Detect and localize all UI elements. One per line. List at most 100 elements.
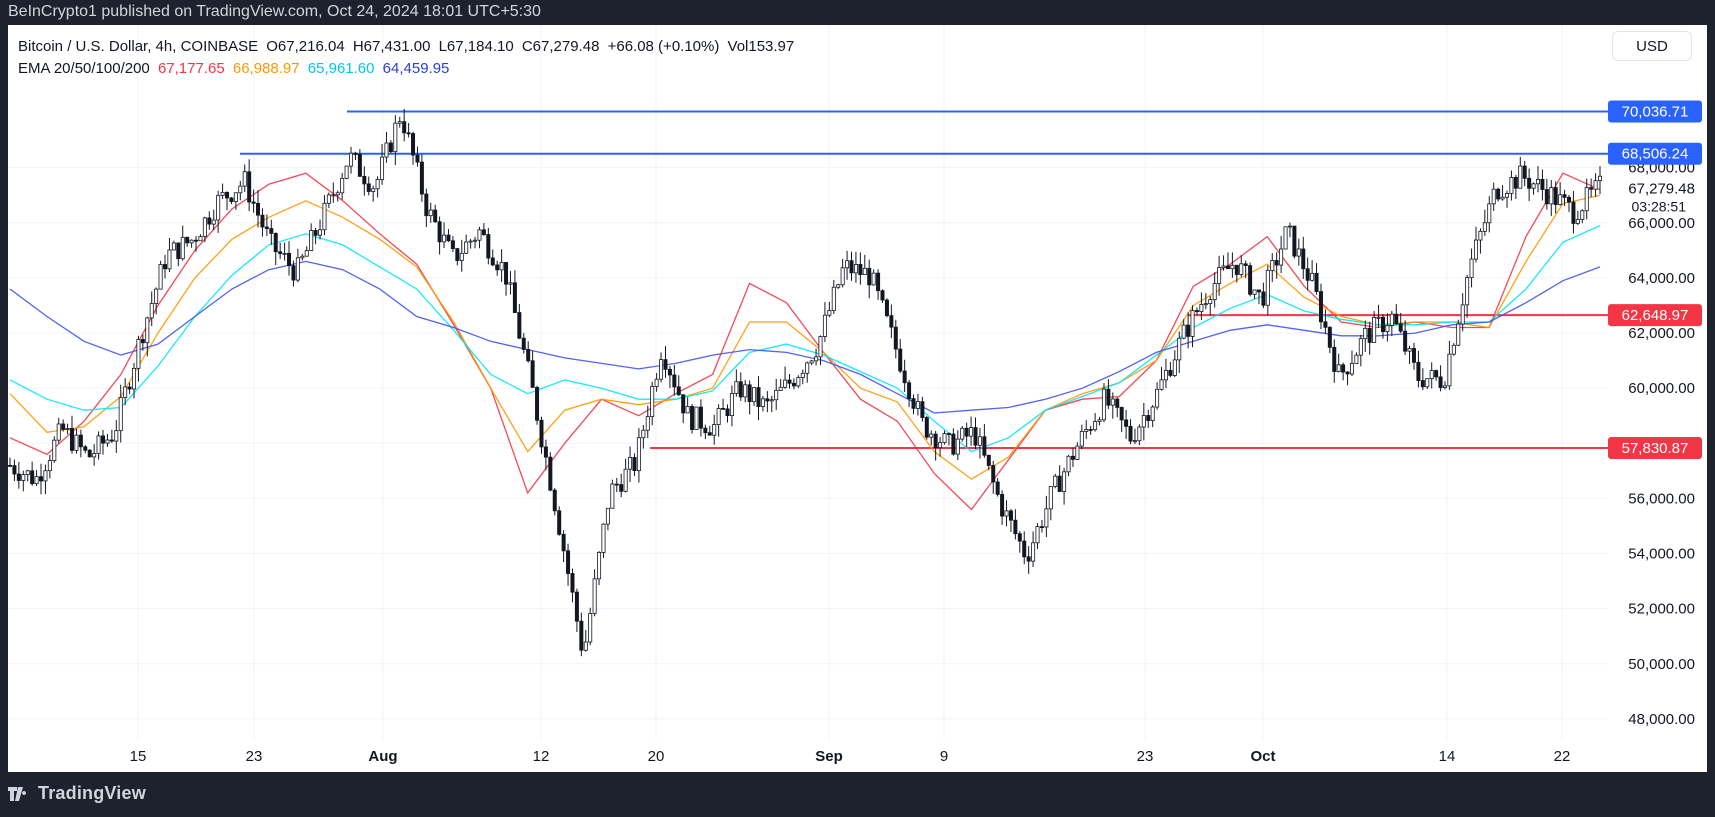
ema-label[interactable]: EMA 20/50/100/200	[18, 60, 150, 77]
candle-body	[1128, 425, 1133, 442]
candle	[1124, 409, 1129, 439]
x-tick-label: 22	[1554, 748, 1571, 765]
candle	[796, 375, 801, 388]
candle-body	[774, 389, 779, 401]
candle	[1168, 361, 1173, 378]
candle	[238, 180, 243, 201]
candle-body	[1053, 475, 1058, 488]
candle-body	[1323, 321, 1328, 328]
candle-body	[1372, 317, 1377, 343]
candle	[636, 428, 641, 483]
candle-body	[685, 406, 690, 414]
candle	[428, 202, 433, 223]
candle-body	[1212, 283, 1217, 301]
candle-body	[25, 470, 30, 475]
candle	[933, 430, 938, 461]
candle-body	[853, 264, 858, 274]
candle-body	[428, 209, 433, 217]
tradingview-logo[interactable]: TradingView	[8, 783, 146, 804]
candle-body	[1013, 519, 1018, 535]
candle-body	[1580, 210, 1585, 220]
candle	[1026, 546, 1031, 574]
candle	[566, 543, 571, 586]
candle	[1385, 313, 1390, 342]
candle	[561, 530, 566, 563]
candle-body	[814, 356, 819, 362]
candle	[402, 108, 407, 142]
candle-body	[1332, 346, 1337, 372]
candle	[406, 123, 411, 138]
candle	[442, 222, 447, 249]
candle-body	[384, 142, 389, 158]
candle-body	[269, 228, 274, 234]
candle-body	[619, 484, 624, 492]
ema200-value: 64,459.95	[382, 60, 450, 77]
candle	[853, 251, 858, 283]
chart-legend: Bitcoin / U.S. Dollar, 4h, COINBASE O67,…	[18, 36, 798, 80]
candle	[1035, 523, 1040, 549]
candle-body	[380, 156, 385, 180]
candle	[539, 416, 544, 454]
candle-body	[1039, 526, 1044, 529]
candle-body	[145, 317, 150, 344]
candle	[685, 397, 690, 414]
candle	[1031, 531, 1036, 567]
candle	[579, 612, 584, 657]
candle-body	[1070, 455, 1075, 460]
candle	[1106, 379, 1111, 409]
candle	[499, 249, 504, 282]
candle-body	[973, 427, 978, 446]
candle	[659, 352, 664, 383]
candle	[380, 144, 385, 185]
candle-body	[411, 133, 416, 156]
candle	[118, 384, 123, 443]
candle	[898, 338, 903, 374]
candle	[986, 454, 991, 471]
candle-body	[1389, 313, 1394, 326]
candle-body	[512, 282, 517, 313]
candle	[12, 459, 17, 482]
y-tick-label: 62,000.00	[1628, 325, 1695, 342]
chart-area[interactable]	[8, 25, 1707, 772]
candle-body	[78, 434, 83, 448]
candle-body	[1513, 176, 1518, 189]
candle	[180, 225, 185, 261]
candle	[450, 236, 455, 253]
candle-body	[721, 408, 726, 410]
candle-body	[362, 175, 367, 185]
symbol-label[interactable]: Bitcoin / U.S. Dollar, 4h, COINBASE	[18, 38, 259, 55]
x-tick-label: 15	[130, 748, 147, 765]
candle-body	[570, 573, 575, 593]
candle	[136, 335, 141, 382]
currency-button[interactable]: USD	[1612, 31, 1692, 61]
candle	[1434, 369, 1439, 381]
candle	[464, 234, 469, 255]
candle	[1234, 264, 1239, 283]
candle	[1509, 170, 1514, 201]
candle-body	[1261, 291, 1266, 306]
candle	[1553, 181, 1558, 214]
candle	[1017, 531, 1022, 553]
candle-body	[845, 260, 850, 269]
candle-body	[1044, 508, 1049, 528]
candle	[557, 506, 562, 536]
candle-body	[101, 435, 106, 444]
candle	[911, 394, 916, 415]
candle-body	[1075, 445, 1080, 460]
candle	[189, 239, 194, 248]
candle-body	[884, 299, 889, 317]
candle-body	[1460, 304, 1465, 325]
candle-body	[566, 550, 571, 574]
candle-body	[526, 349, 531, 362]
candle	[707, 425, 712, 436]
candle-body	[140, 339, 145, 344]
candle-body	[1398, 323, 1403, 332]
candle-body	[65, 428, 70, 430]
candle-body	[752, 387, 757, 403]
candle	[233, 192, 238, 210]
candle	[1225, 252, 1230, 270]
candle-body	[171, 242, 176, 251]
candle	[1265, 265, 1270, 316]
candle	[468, 238, 473, 249]
